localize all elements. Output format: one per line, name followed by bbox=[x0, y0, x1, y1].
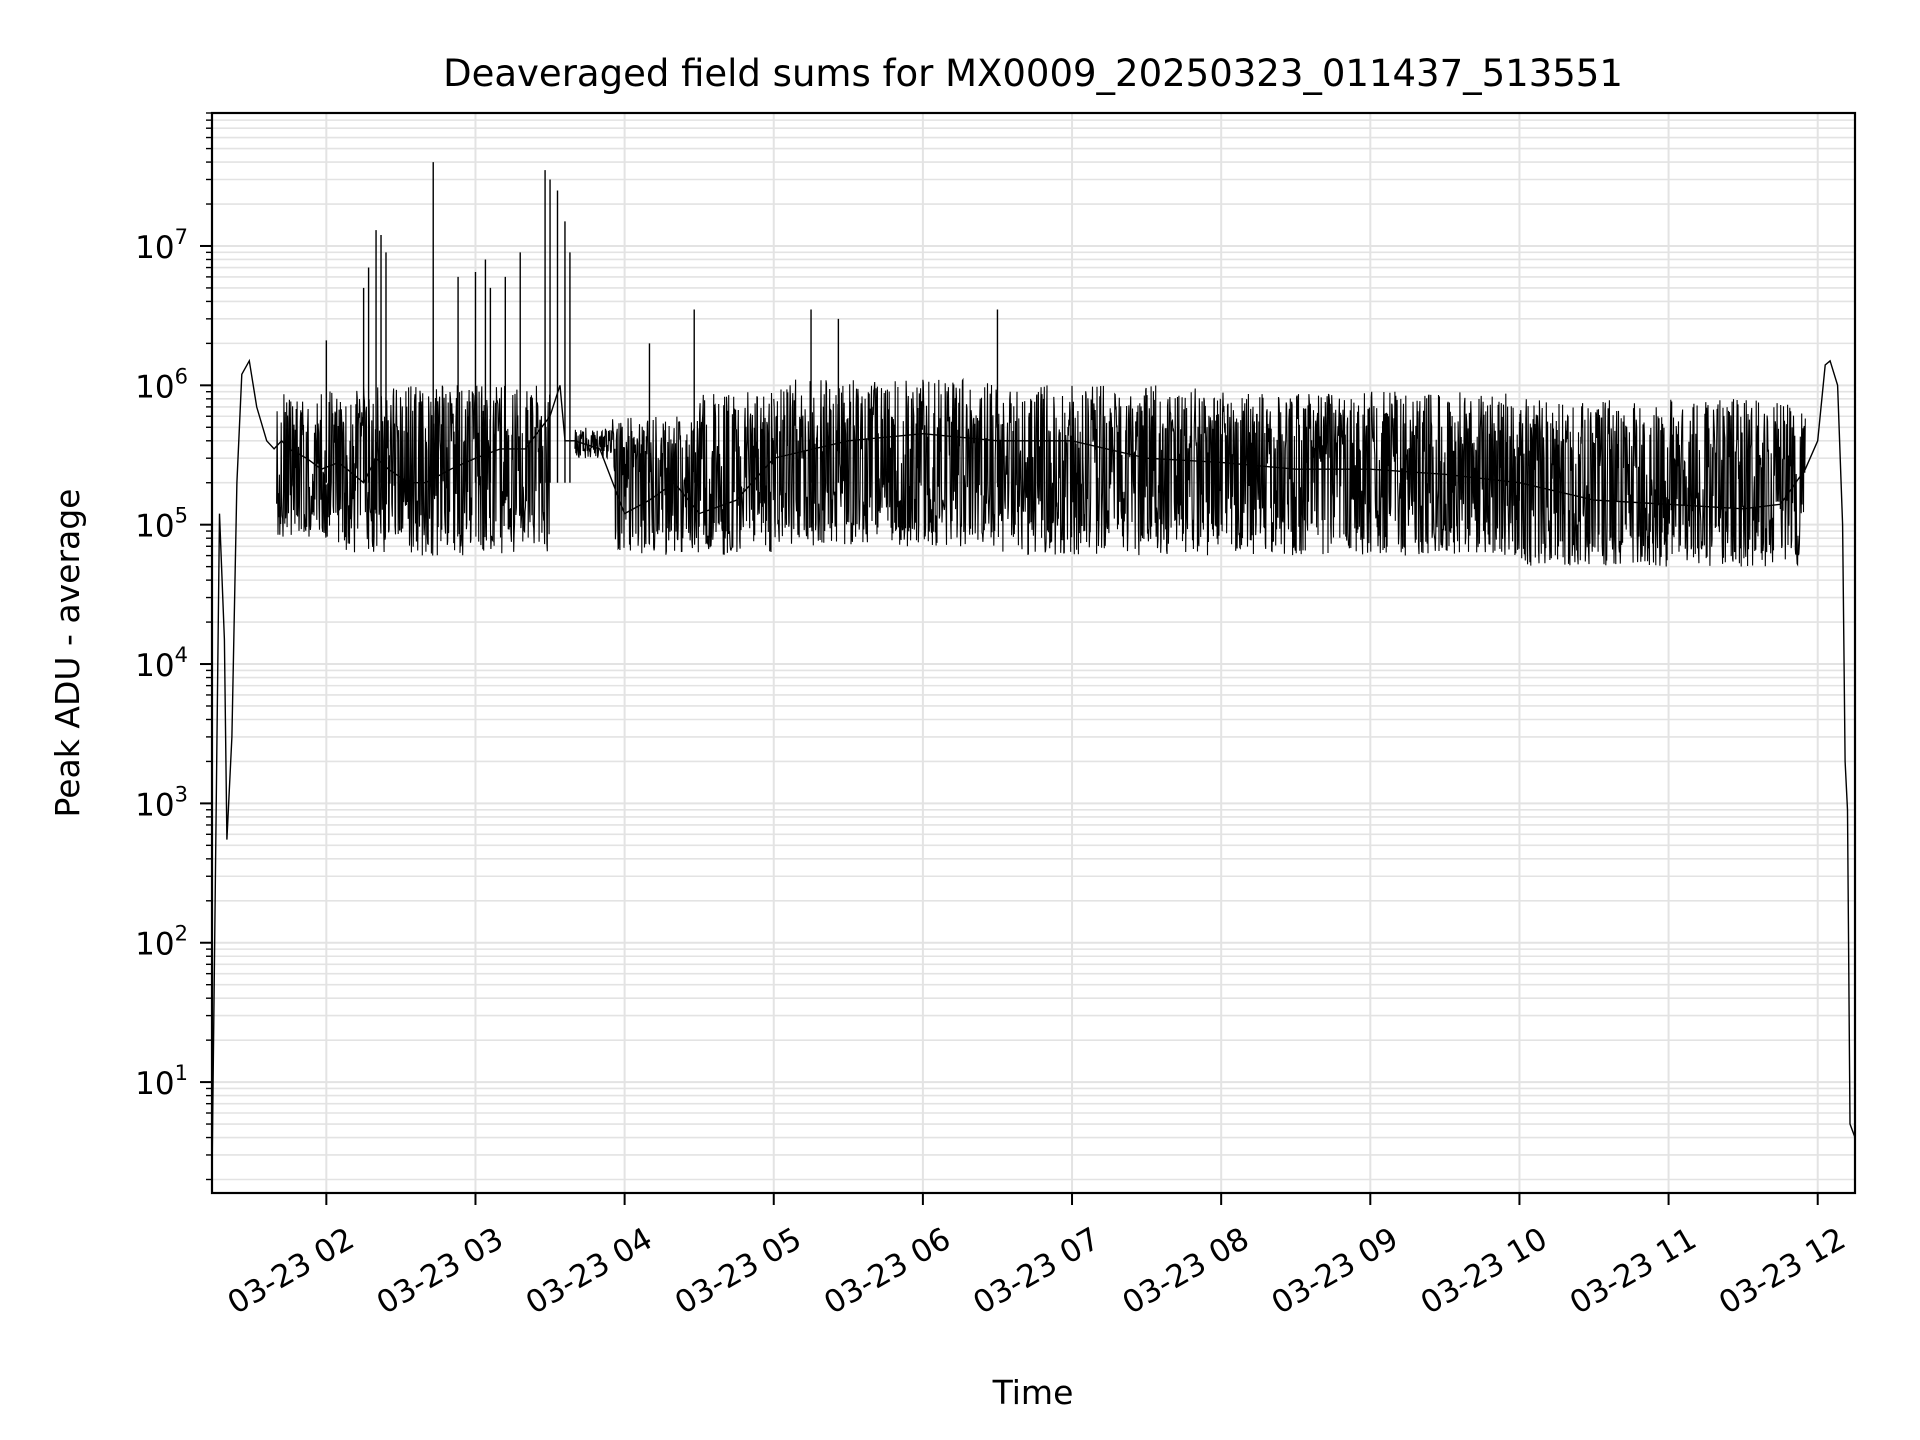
y-tick-label: 104 bbox=[135, 643, 188, 684]
y-tick-base: 10 bbox=[135, 509, 174, 545]
y-tick-exponent: 7 bbox=[175, 225, 188, 249]
y-tick-exponent: 5 bbox=[175, 504, 188, 528]
y-axis-label: Peak ADU - average bbox=[48, 489, 87, 818]
y-tick-exponent: 4 bbox=[175, 643, 188, 667]
y-tick-label: 107 bbox=[135, 225, 188, 266]
y-tick-label: 103 bbox=[135, 782, 188, 823]
y-tick-label: 101 bbox=[135, 1061, 188, 1102]
noise-trace bbox=[276, 377, 1806, 567]
spikes bbox=[325, 162, 999, 483]
y-tick-base: 10 bbox=[135, 1066, 174, 1102]
y-tick-exponent: 1 bbox=[175, 1061, 188, 1085]
y-tick-base: 10 bbox=[135, 927, 174, 963]
y-tick-base: 10 bbox=[135, 369, 174, 405]
y-tick-exponent: 6 bbox=[175, 364, 188, 388]
y-tick-base: 10 bbox=[135, 230, 174, 266]
x-axis-label: Time bbox=[992, 1373, 1074, 1412]
noise-band bbox=[276, 377, 1806, 567]
y-tick-exponent: 2 bbox=[175, 922, 188, 946]
plot-frame bbox=[210, 111, 1857, 1195]
y-tick-exponent: 3 bbox=[175, 782, 188, 806]
y-tick-base: 10 bbox=[135, 648, 174, 684]
y-tick-label: 102 bbox=[135, 922, 188, 963]
y-tick-label: 105 bbox=[135, 504, 188, 545]
chart-title: Deaveraged field sums for MX0009_2025032… bbox=[443, 52, 1623, 95]
series-line bbox=[211, 358, 1856, 1180]
y-tick-label: 106 bbox=[135, 364, 188, 405]
y-tick-base: 10 bbox=[135, 787, 174, 823]
